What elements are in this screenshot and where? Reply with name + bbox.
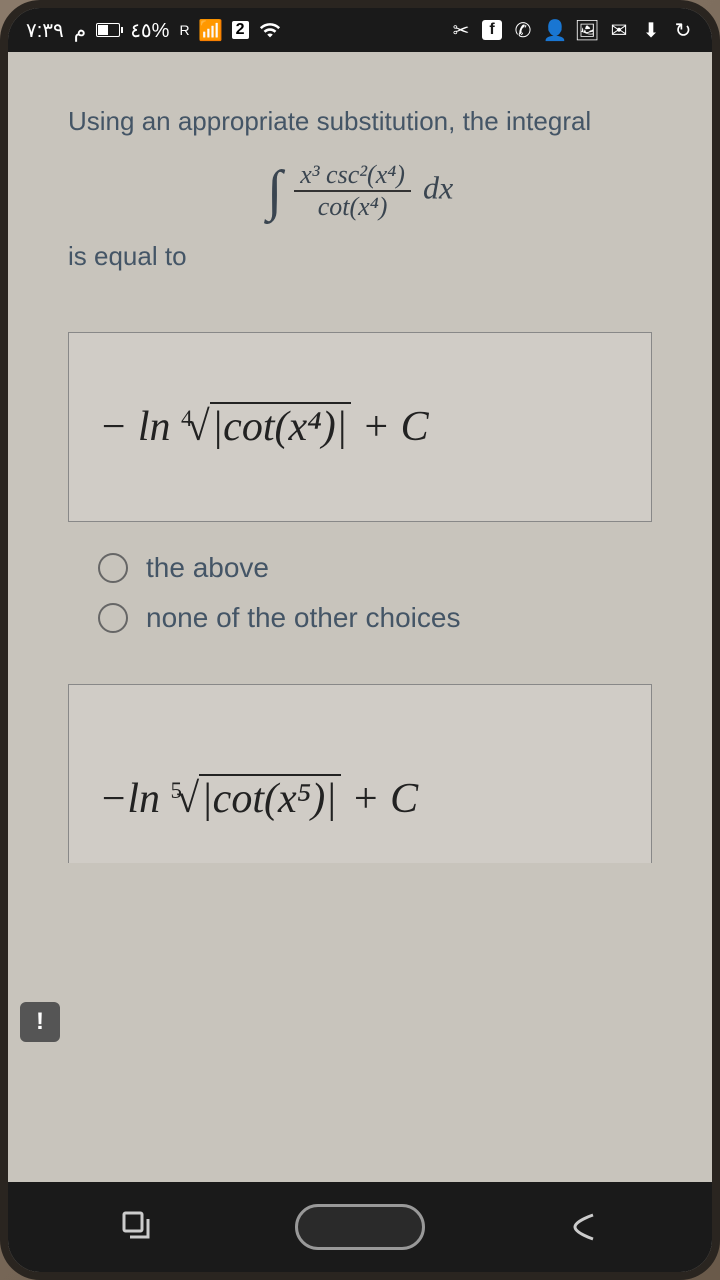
home-button[interactable] [295, 1204, 425, 1250]
opt4-radicand: |cot(x⁵)| [199, 774, 341, 822]
battery-percent: ٤٥% [130, 18, 169, 43]
signal-r: R [179, 22, 189, 38]
recent-apps-button[interactable] [118, 1207, 154, 1248]
dx: dx [423, 169, 453, 205]
numerator: x³ csc²(x⁴) [294, 160, 411, 192]
question-line2: is equal to [68, 241, 652, 272]
radio-circle-icon [98, 553, 128, 583]
radical-symbol: √ [187, 404, 210, 450]
download-icon: ⬇ [640, 19, 662, 41]
answer-option-1[interactable]: − ln 4√|cot(x⁴)| + C [68, 332, 652, 522]
opt1-suffix: + C [351, 404, 428, 450]
opt1-radicand: |cot(x⁴)| [210, 402, 352, 450]
integral-expression: ∫ x³ csc²(x⁴) cot(x⁴) dx [68, 159, 652, 223]
signal-icon: 📶 [200, 19, 222, 41]
navigation-bar [8, 1182, 712, 1272]
signal-2: 2 [232, 21, 249, 39]
sync-icon: ↻ [672, 19, 694, 41]
opt4-suffix: + C [341, 776, 418, 822]
opt4-prefix: −ln [99, 776, 171, 822]
wifi-icon [259, 19, 281, 41]
facebook-icon: f [482, 20, 502, 40]
opt1-prefix: − ln [99, 404, 181, 450]
whatsapp-icon: ✆ [512, 19, 534, 41]
status-icons-left: ٧:٣٩ م ٤٥% R 📶 2 [26, 18, 281, 43]
notification-badge[interactable]: ! [20, 1002, 60, 1042]
scissors-icon: ✂ [450, 19, 472, 41]
answer-option-4[interactable]: −ln 5√|cot(x⁵)| + C [68, 684, 652, 863]
back-button[interactable] [566, 1209, 602, 1245]
question-content: Using an appropriate substitution, the i… [8, 52, 712, 1182]
question-line1: Using an appropriate substitution, the i… [68, 102, 652, 141]
radio-option-none[interactable]: none of the other choices [98, 602, 652, 634]
battery-icon [96, 23, 120, 37]
image-icon: 🖼 [576, 19, 598, 41]
denominator: cot(x⁴) [294, 192, 411, 222]
mail-icon: ✉ [608, 19, 630, 41]
status-icons-right: ✂ f ✆ 👤 🖼 ✉ ⬇ ↻ [450, 19, 694, 41]
phone-frame: ✂ f ✆ 👤 🖼 ✉ ⬇ ↻ ٧:٣٩ م ٤٥% R 📶 2 [0, 0, 720, 1280]
time-text: ٧:٣٩ [26, 18, 64, 43]
person-icon: 👤 [544, 19, 566, 41]
opt3-label: none of the other choices [146, 602, 460, 634]
notif-badge-text: ! [36, 1008, 44, 1036]
integral-symbol: ∫ [267, 160, 282, 222]
radio-circle-icon [98, 603, 128, 633]
status-bar: ✂ f ✆ 👤 🖼 ✉ ⬇ ↻ ٧:٣٩ م ٤٥% R 📶 2 [8, 8, 712, 52]
radio-option-above[interactable]: the above [98, 552, 652, 584]
radical-symbol: √ [176, 776, 199, 822]
ampm-text: م [74, 18, 86, 43]
screen: ✂ f ✆ 👤 🖼 ✉ ⬇ ↻ ٧:٣٩ م ٤٥% R 📶 2 [8, 8, 712, 1272]
fraction: x³ csc²(x⁴) cot(x⁴) [294, 160, 411, 222]
opt2-label: the above [146, 552, 269, 584]
